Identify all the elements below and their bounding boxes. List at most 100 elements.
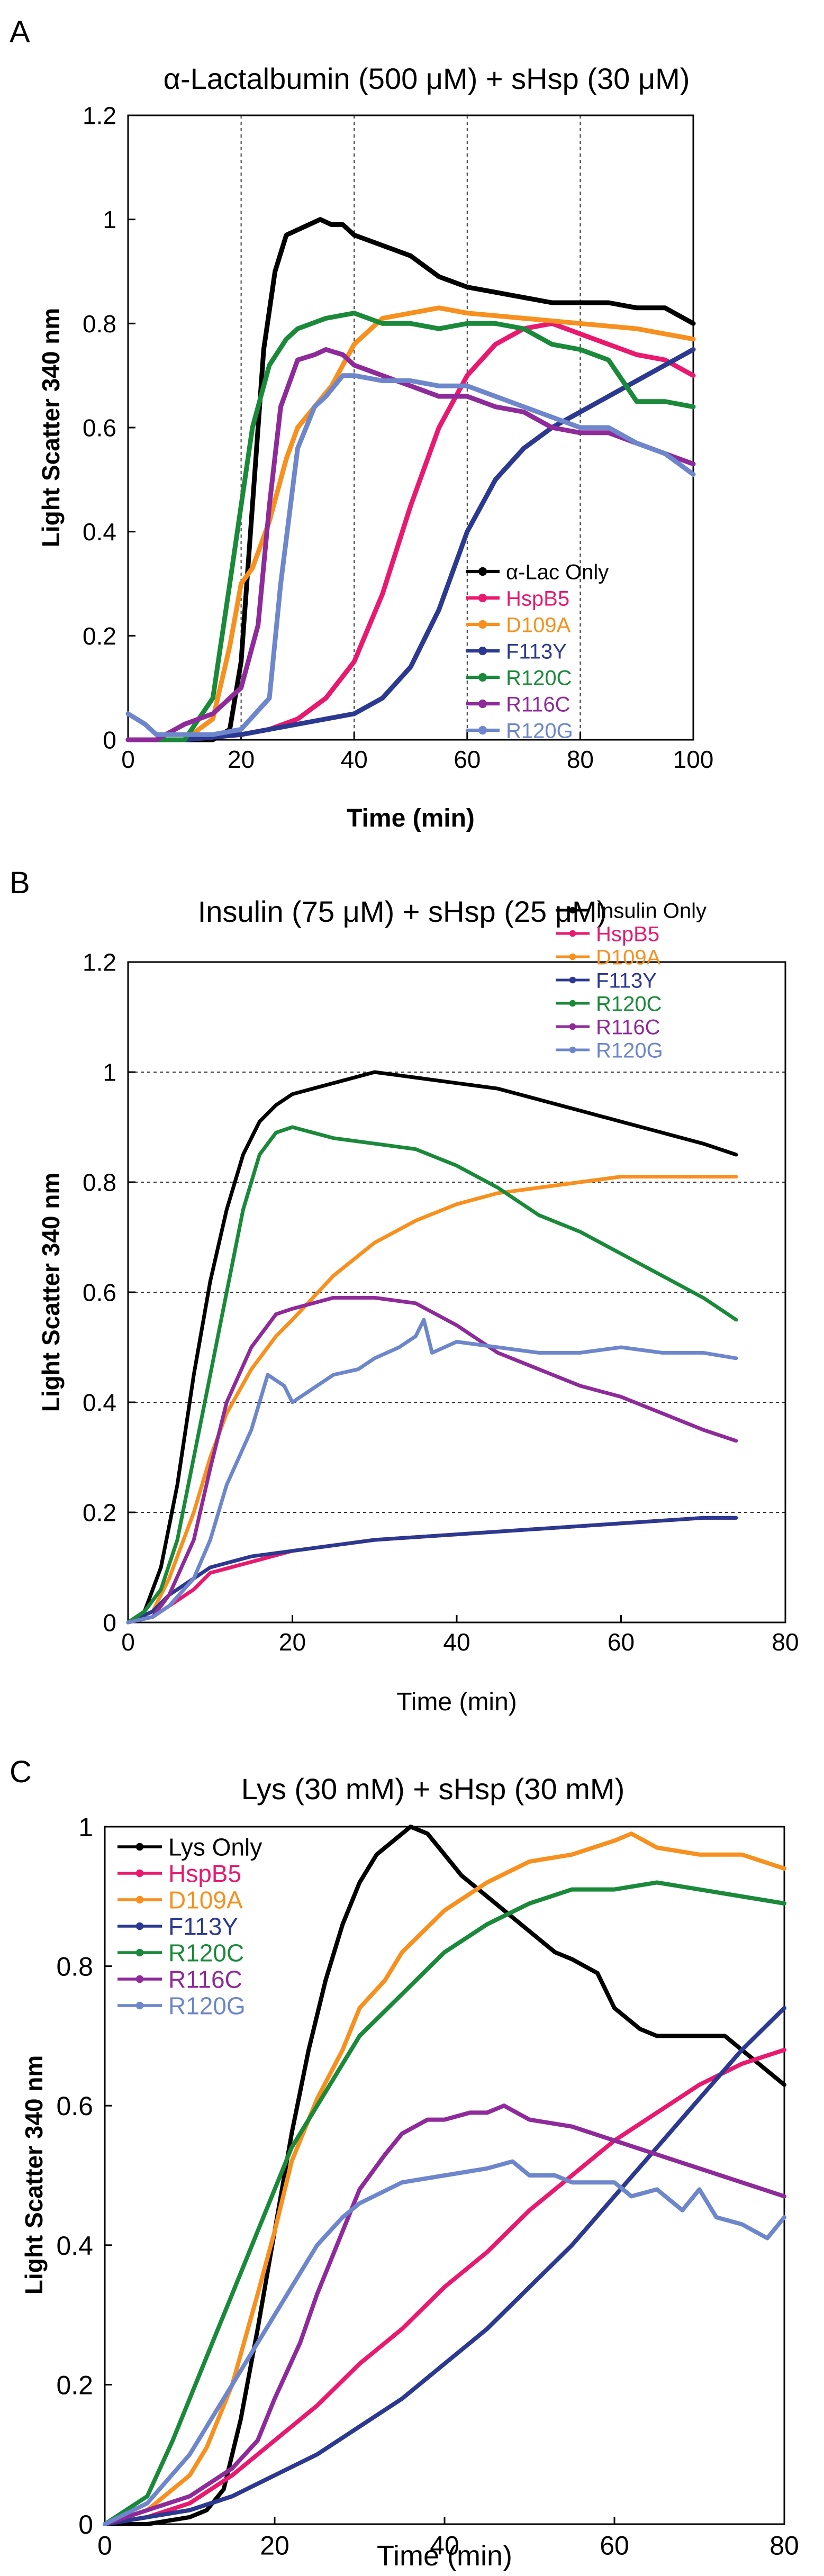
panel-c-legend-item-r120g: R120G bbox=[117, 1992, 246, 2020]
panel-a-ytick-label-1-2: 1.2 bbox=[83, 102, 116, 130]
panel-a-xlabel: Time (min) bbox=[347, 804, 475, 832]
panel-b-legend-label-r120c: R120C bbox=[596, 992, 662, 1015]
panel-c-series-hspb5 bbox=[103, 2047, 786, 2526]
panel-a-legend-item-r120g: R120G bbox=[466, 719, 573, 742]
panel-b-xtick-label-0: 0 bbox=[121, 1628, 135, 1656]
panel-a-xtick-label-60: 60 bbox=[454, 746, 481, 773]
panel-b-legend-marker-r120c bbox=[569, 1000, 576, 1007]
panel-a-legend-item-d109a: D109A bbox=[466, 613, 571, 637]
panel-c-series-r120g bbox=[103, 2159, 786, 2526]
panel-b-legend-marker-r120g bbox=[569, 1046, 576, 1054]
panel-b-series-hspb5 bbox=[126, 1516, 738, 1625]
panel-b-xtick-label-80: 80 bbox=[772, 1628, 799, 1656]
panel-b-legend-label-insulin-only: Insulin Only bbox=[596, 899, 707, 922]
panel-b-ytick-label-0-2: 0.2 bbox=[83, 1499, 116, 1527]
panel-c-ytick-label-0: 0 bbox=[78, 2510, 93, 2539]
panel-a-xtick-label-40: 40 bbox=[341, 746, 368, 773]
panel-c-legend-item-r116c: R116C bbox=[117, 1966, 242, 1993]
panel-b-legend-marker-d109a bbox=[569, 953, 576, 960]
panel-c-legend-label-d109a: D109A bbox=[168, 1886, 243, 1914]
panel-c-ytick-label-0-8: 0.8 bbox=[56, 1952, 93, 1982]
panel-c-legend-item-lys-only: Lys Only bbox=[117, 1834, 262, 1861]
panel-c-xtick-label-0: 0 bbox=[97, 2531, 112, 2561]
panel-c-legend-item-hspb5: HspB5 bbox=[117, 1860, 241, 1888]
panel-c-series-r116c bbox=[103, 2103, 786, 2526]
panel-c-legend-label-r120g: R120G bbox=[168, 1992, 246, 2020]
panel-b-series-insulin-only bbox=[126, 1070, 738, 1625]
panel-b-legend-label-f113y: F113Y bbox=[596, 969, 657, 992]
panel-c-ytick-label-0-6: 0.6 bbox=[56, 2091, 93, 2121]
panel-a-legend-label-r120g: R120G bbox=[506, 719, 573, 742]
panel-a-legend-marker-lac-only bbox=[478, 567, 487, 576]
panel-b: B Insulin (75 μM) + sHsp (25 μM) 0 0.2 0.4… bbox=[10, 866, 799, 1716]
panel-c-series-d109a bbox=[103, 1831, 786, 2526]
panel-c-legend-marker-r120g bbox=[135, 2001, 144, 2010]
panel-b-series-r116c bbox=[126, 1295, 738, 1625]
panel-b-series-r120g bbox=[126, 1318, 738, 1625]
panel-b-ytick-label-0-8: 0.8 bbox=[83, 1169, 116, 1196]
panel-a-legend-label-lac-only: α-Lac Only bbox=[506, 560, 609, 584]
panel-a-ytick-label-0-8: 0.8 bbox=[83, 310, 116, 338]
panel-c-xtick-label-20: 20 bbox=[260, 2531, 289, 2561]
panel-b-xlabel: Time (min) bbox=[396, 1688, 517, 1716]
panel-a-label: A bbox=[10, 15, 30, 49]
panel-a-series-f113y bbox=[125, 347, 696, 742]
panel-b-ylabel: Light Scatter 340 nm bbox=[37, 1173, 65, 1412]
panel-a-legend-marker-f113y bbox=[478, 646, 487, 656]
panel-b-legend-item-hspb5: HspB5 bbox=[556, 922, 659, 946]
panel-a-legend-marker-d109a bbox=[478, 620, 487, 629]
panel-c-legend-marker-r120c bbox=[135, 1948, 144, 1957]
panel-a-series-d109a bbox=[125, 305, 696, 742]
panel-c-legend-marker-d109a bbox=[135, 1895, 144, 1904]
panel-c-legend-label-r120c: R120C bbox=[168, 1939, 244, 1967]
panel-a-legend-label-r116c: R116C bbox=[506, 693, 571, 716]
panel-c: C Lys (30 mM) + sHsp (30 mM) 0 0.2 0.4 0.6 0… bbox=[10, 1755, 799, 2572]
panel-a-legend-label-r120c: R120C bbox=[506, 666, 572, 690]
panel-a-legend-marker-hspb5 bbox=[478, 593, 487, 603]
panel-c-legend-label-f113y: F113Y bbox=[168, 1913, 238, 1940]
panel-c-ylabel: Light Scatter 340 nm bbox=[20, 2055, 48, 2294]
panel-a-ytick-label-1: 1 bbox=[103, 206, 116, 233]
panel-a-legend-item-r116c: R116C bbox=[466, 693, 571, 716]
panel-a-legend-item-lac-only: α-Lac Only bbox=[466, 560, 609, 584]
panel-b-ytick-label-0-6: 0.6 bbox=[83, 1279, 116, 1307]
panel-c-legend-label-r116c: R116C bbox=[168, 1966, 242, 1993]
panel-b-legend-item-r120c: R120C bbox=[556, 992, 662, 1015]
panel-a-ytick-label-0: 0 bbox=[103, 727, 116, 754]
panel-b-series-d109a bbox=[126, 1175, 738, 1625]
panel-a-xtick-label-20: 20 bbox=[228, 746, 255, 773]
panel-a-legend-item-r120c: R120C bbox=[466, 666, 572, 690]
panel-b-legend-item-f113y: F113Y bbox=[556, 969, 657, 992]
panel-b-legend-item-r120g: R120G bbox=[556, 1039, 663, 1062]
panel-b-title: Insulin (75 μM) + sHsp (25 μM) bbox=[198, 895, 607, 928]
panel-b-legend-label-r116c: R116C bbox=[596, 1015, 660, 1039]
panel-b-legend-marker-f113y bbox=[569, 976, 576, 984]
panel-b-ytick-label-1: 1 bbox=[103, 1059, 116, 1086]
panel-c-xtick-label-80: 80 bbox=[769, 2531, 799, 2561]
panel-c-legend-marker-r116c bbox=[135, 1975, 144, 1983]
panel-c-ytick-label-0-4: 0.4 bbox=[56, 2231, 93, 2261]
panel-c-ytick-label-1: 1 bbox=[78, 1812, 93, 1842]
panel-a-xtick-label-80: 80 bbox=[567, 746, 594, 773]
panel-b-legend-marker-insulin-only bbox=[569, 906, 576, 914]
panel-c-legend-item-d109a: D109A bbox=[117, 1886, 243, 1914]
panel-b-legend-item-r116c: R116C bbox=[556, 1015, 660, 1039]
panel-c-xlabel: Time (min) bbox=[377, 2540, 512, 2572]
panel-b-legend-label-hspb5: HspB5 bbox=[596, 922, 659, 946]
panel-c-legend-item-f113y: F113Y bbox=[117, 1913, 238, 1940]
panel-b-legend-label-d109a: D109A bbox=[596, 946, 661, 969]
panel-b-label: B bbox=[10, 866, 30, 900]
panel-b-series-f113y bbox=[126, 1516, 738, 1625]
panel-c-legend-marker-lys-only bbox=[135, 1843, 144, 1851]
panel-c-series-r120c bbox=[103, 1880, 786, 2526]
panel-a: A α-Lactalbumin (500 μM) + sHsp (30 μM) … bbox=[10, 15, 713, 832]
panel-a-xtick-label-0: 0 bbox=[121, 746, 135, 773]
panel-a-title: α-Lactalbumin (500 μM) + sHsp (30 μM) bbox=[164, 62, 690, 95]
panel-c-label: C bbox=[10, 1755, 32, 1789]
panel-a-ytick-label-0-4: 0.4 bbox=[83, 518, 116, 546]
panel-a-xtick-label-100: 100 bbox=[673, 746, 714, 773]
panel-c-series-lys-only bbox=[103, 1825, 786, 2526]
panel-c-legend-item-r120c: R120C bbox=[117, 1939, 244, 1967]
panel-a-legend-label-f113y: F113Y bbox=[506, 640, 567, 663]
panel-a-legend-label-hspb5: HspB5 bbox=[506, 587, 569, 610]
